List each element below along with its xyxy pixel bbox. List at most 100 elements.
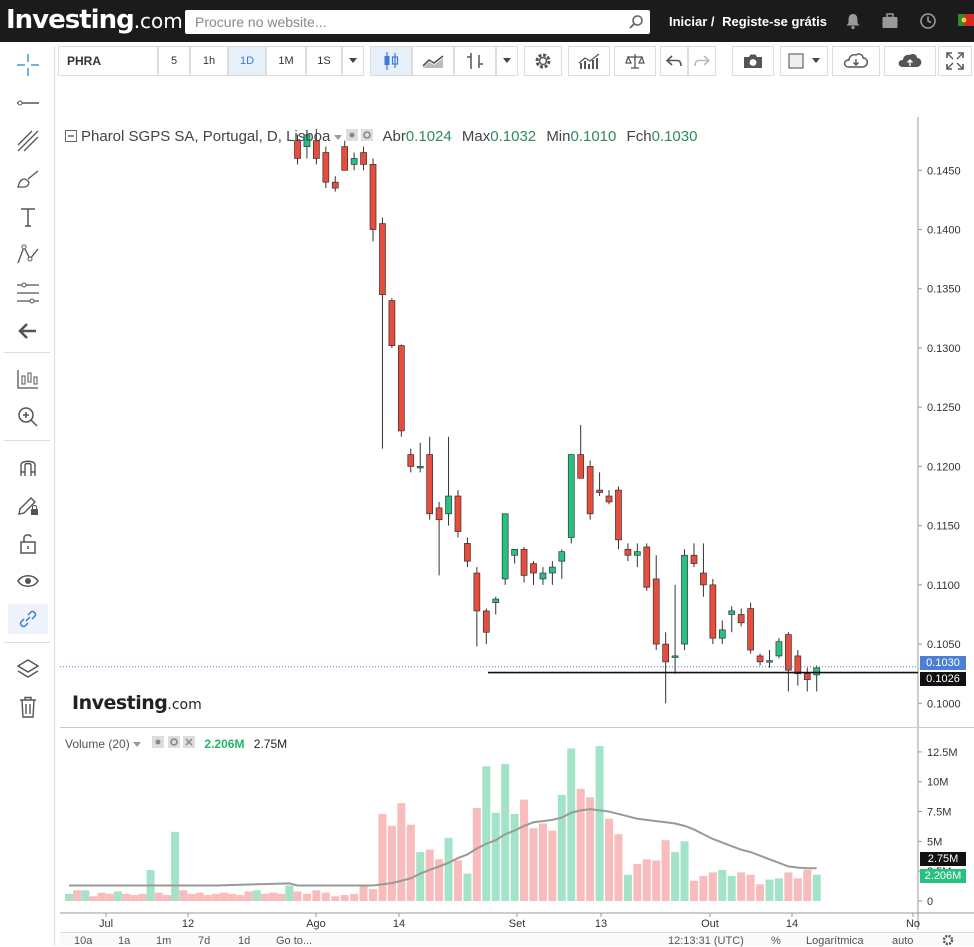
link-tool[interactable] [8, 604, 48, 634]
pitchfork-tool[interactable] [8, 126, 48, 156]
lock-drawing-tool[interactable] [8, 490, 48, 520]
symbol-field[interactable]: PHRA [58, 46, 158, 76]
volume-bar [369, 889, 378, 901]
chart-toolbar: PHRA 5 1h 1D 1M 1S [58, 46, 974, 76]
fib-tool[interactable] [8, 278, 48, 308]
lock-tool[interactable] [8, 528, 48, 558]
back-arrow-tool[interactable] [8, 316, 48, 346]
gear-icon[interactable] [167, 736, 180, 748]
range-1a[interactable]: 1a [118, 935, 131, 947]
high-value: 0.1032 [490, 128, 537, 145]
volume-ma-line [69, 808, 817, 887]
auto-toggle[interactable]: auto [892, 935, 914, 947]
measure-tool[interactable] [8, 364, 48, 394]
cloud-download-button[interactable] [832, 46, 880, 76]
candle-body [473, 572, 481, 612]
fullscreen-button[interactable] [938, 46, 972, 76]
candle-body [605, 495, 613, 503]
delete-tool[interactable] [8, 692, 48, 722]
interval-5[interactable]: 5 [158, 46, 190, 76]
login-link[interactable]: Iniciar / [669, 14, 715, 29]
search-box[interactable] [185, 10, 650, 34]
flag-icon[interactable] [958, 14, 974, 26]
settings-button[interactable] [524, 46, 562, 76]
undo-button[interactable] [660, 46, 688, 76]
chevron-down-icon[interactable] [334, 135, 343, 141]
site-logo[interactable]: Investing.com [6, 5, 183, 35]
brush-tool[interactable] [8, 164, 48, 194]
redo-button[interactable] [688, 46, 716, 76]
log-toggle[interactable]: Logarítmica [806, 935, 864, 947]
chevron-down-icon[interactable] [133, 742, 142, 748]
candle [662, 632, 670, 704]
volume-bar [122, 893, 131, 901]
search-icon[interactable] [628, 14, 644, 30]
line-chart-button[interactable] [412, 46, 454, 76]
candle-body [615, 489, 622, 541]
interval-dropdown-button[interactable] [342, 46, 364, 76]
gear-icon[interactable] [942, 934, 954, 946]
layers-tool[interactable] [8, 654, 48, 684]
candle [350, 152, 358, 171]
candle-body [369, 164, 377, 230]
chart-type-dropdown[interactable] [496, 46, 518, 76]
magnet-tool[interactable] [8, 452, 48, 482]
volume-bar [162, 895, 171, 901]
bars-chart-button[interactable] [454, 46, 496, 76]
eye-icon[interactable] [345, 129, 358, 141]
chevron-down-icon [349, 58, 357, 63]
trendline-tool[interactable] [8, 88, 48, 118]
bell-icon[interactable] [845, 12, 861, 30]
snapshot-button[interactable] [732, 46, 774, 76]
candle [737, 608, 745, 627]
candle-body [596, 489, 603, 493]
crosshair-tool[interactable] [8, 50, 48, 80]
price-tick-label: 0.1350 [927, 284, 961, 296]
range-1d[interactable]: 1d [238, 935, 251, 947]
briefcase-icon[interactable] [881, 12, 899, 30]
range-7d[interactable]: 7d [198, 935, 211, 947]
range-10a[interactable]: 10a [74, 935, 93, 947]
goto-button[interactable]: Go to... [276, 935, 313, 947]
text-tool[interactable] [8, 202, 48, 232]
search-input[interactable] [185, 10, 615, 34]
candles-button[interactable] [370, 46, 412, 76]
volume-bar [89, 896, 98, 901]
volume-bar [605, 818, 614, 901]
pane-divider[interactable] [60, 727, 974, 728]
pattern-tool[interactable] [8, 240, 48, 270]
interval-1m[interactable]: 1M [266, 46, 306, 76]
register-link[interactable]: Registe-se grátis [722, 14, 827, 29]
volume-bar [567, 748, 576, 901]
volume-bar [359, 885, 368, 901]
range-1m[interactable]: 1m [156, 935, 172, 947]
volume-bar [195, 892, 204, 901]
gear-icon[interactable] [361, 129, 374, 141]
cloud-upload-button[interactable] [884, 46, 936, 76]
candle-body [671, 655, 679, 658]
close-icon[interactable] [183, 736, 196, 748]
volume-bar [576, 788, 585, 901]
utc-time[interactable]: 12:13:31 (UTC) [668, 935, 744, 947]
volume-bar [501, 763, 510, 901]
clock-icon[interactable] [919, 12, 937, 30]
color-picker-button[interactable] [780, 46, 828, 76]
collapse-icon[interactable] [65, 130, 77, 142]
interval-1h[interactable]: 1h [190, 46, 228, 76]
volume-bar [350, 893, 359, 901]
indicators-button[interactable] [568, 46, 610, 76]
volume-bar [211, 893, 220, 901]
volume-bar [661, 840, 670, 901]
interval-1s[interactable]: 1S [306, 46, 342, 76]
percent-toggle[interactable]: % [771, 935, 781, 947]
open-value: 0.1024 [405, 128, 452, 145]
eye-icon[interactable] [152, 736, 165, 748]
volume-bar [727, 875, 736, 901]
zoom-tool[interactable] [8, 402, 48, 432]
visibility-tool[interactable] [8, 566, 48, 596]
volume-bar [708, 872, 717, 901]
add-alert-button[interactable] [60, 82, 92, 112]
chevron-down-icon [503, 58, 511, 63]
interval-1d[interactable]: 1D [228, 46, 266, 76]
compare-button[interactable] [614, 46, 656, 76]
